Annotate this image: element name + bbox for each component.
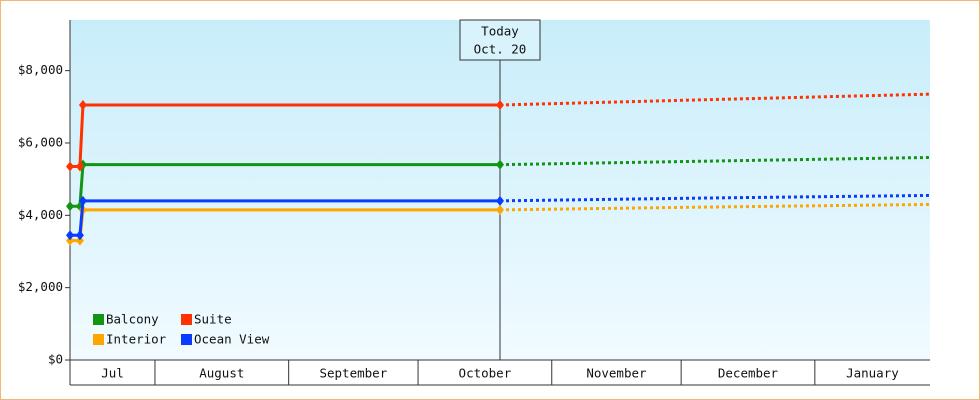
- x-tick-label: November: [586, 366, 647, 381]
- legend-swatch: [93, 314, 104, 325]
- y-tick-label: $2,000: [18, 279, 63, 294]
- point: [78, 100, 87, 110]
- legend-swatch: [181, 334, 192, 345]
- point: [66, 201, 74, 212]
- x-tick-label: January: [846, 366, 899, 381]
- point: [75, 230, 84, 241]
- point: [66, 161, 74, 172]
- legend-label: Interior: [106, 332, 167, 347]
- today-label: Oct. 20: [474, 42, 527, 57]
- point: [78, 195, 87, 206]
- point: [496, 195, 504, 206]
- legend-swatch: [93, 334, 104, 345]
- legend-label: Suite: [194, 312, 232, 327]
- y-tick-label: $6,000: [18, 134, 63, 149]
- x-tick-label: October: [459, 366, 512, 381]
- point: [66, 235, 74, 246]
- forecast-line: [499, 193, 931, 203]
- history-line: [70, 103, 500, 168]
- x-tick-label: Jul: [101, 366, 124, 381]
- point: [496, 100, 504, 110]
- point: [75, 161, 84, 172]
- x-tick-label: December: [718, 366, 779, 381]
- today-box: [459, 19, 541, 61]
- point: [496, 159, 504, 170]
- forecast-line: [499, 155, 931, 167]
- today-label: Today: [481, 24, 519, 39]
- y-tick-label: $4,000: [18, 207, 63, 222]
- forecast-line: [499, 92, 931, 107]
- x-tick-label: August: [199, 366, 244, 381]
- point: [75, 235, 84, 246]
- legend-label: Balcony: [106, 312, 159, 327]
- y-tick-label: $0: [48, 352, 63, 367]
- point: [66, 230, 74, 241]
- forecast-line: [499, 202, 931, 212]
- history-line: [70, 199, 500, 237]
- history-line: [70, 163, 500, 208]
- legend-label: Ocean View: [194, 332, 270, 347]
- x-tick-label: September: [319, 366, 387, 381]
- point: [496, 204, 504, 215]
- legend-swatch: [181, 314, 192, 325]
- y-tick-label: $8,000: [18, 62, 63, 77]
